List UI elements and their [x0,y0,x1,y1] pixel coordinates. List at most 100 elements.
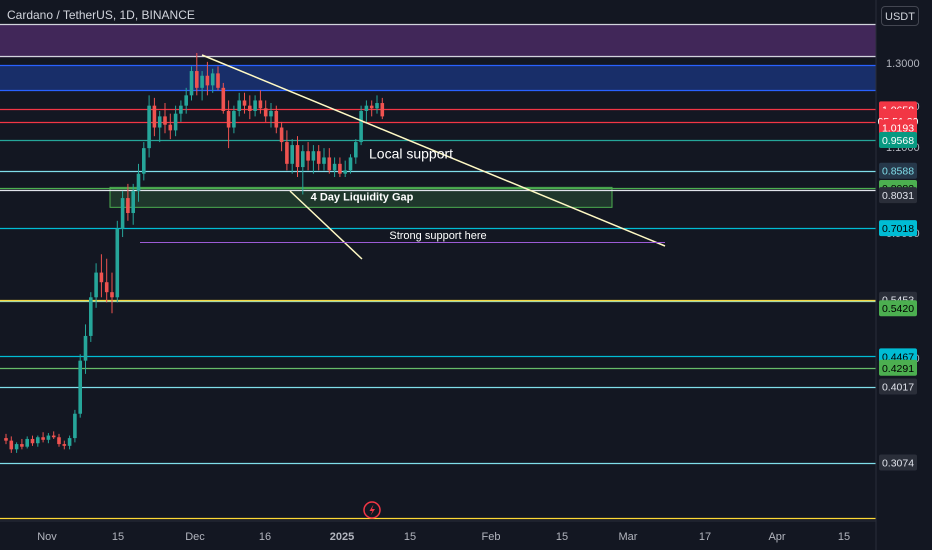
candle-body [327,157,332,171]
candle-body [115,228,120,298]
candle-body [152,105,157,128]
price-label-text: 1.0193 [882,123,914,135]
candle-body [301,151,305,168]
candle-body [248,105,252,111]
candle-body [136,173,141,191]
candle-body [263,108,268,117]
liquidity-gap-rect [109,186,613,208]
candle-body [163,116,167,125]
candle-body [147,105,151,149]
candle-body [168,124,173,131]
trendline-1[interactable] [289,190,363,260]
candle-body [179,105,183,114]
candle-body [348,157,353,171]
annotation-label: 4 Day Liquidity Gap [311,192,414,204]
price-zone-0 [0,23,876,58]
candle-body [14,444,19,450]
candle-body [62,444,67,446]
candle-body [375,103,379,109]
symbol-title[interactable]: Cardano / TetherUS, 1D, BINANCE [7,8,195,22]
currency-button[interactable]: USDT [881,6,919,26]
time-tick-label: Nov [37,531,57,543]
candle-body [269,110,273,117]
candle-body [338,163,342,174]
candle-body [237,100,241,111]
price-label-box [879,132,917,149]
candle-body [195,71,199,88]
price-label-box [879,162,917,179]
candle-body [274,110,279,128]
candle-body [41,437,45,440]
candle-body [51,435,56,438]
time-tick-label: 2025 [330,531,354,543]
candle-body [126,198,130,214]
price-zone-1 [0,65,876,91]
price-label-text: 0.8588 [882,166,914,178]
candle-body [104,282,109,293]
time-tick-label: 15 [838,531,850,543]
candle-body [290,145,294,164]
candle-body [200,75,204,88]
chart-annotations: Local support 4 Day Liquidity Gap Strong s… [311,145,487,242]
price-label-text: 0.7018 [882,223,914,235]
candle-body [184,95,188,106]
trendline-0[interactable] [201,54,666,247]
price-label-box [879,119,917,136]
candle-body [67,438,72,446]
candle-body [279,127,284,143]
lightning-icon[interactable] [363,501,381,519]
price-label-box [879,378,917,395]
price-label-text: 0.9568 [882,135,914,147]
time-tick-label: 16 [259,531,271,543]
candle-body [94,272,98,298]
price-label-text: 0.5420 [882,303,914,315]
price-zones [0,23,876,91]
candle-body [73,413,77,439]
candle-body [258,100,263,109]
time-axis[interactable]: Nov 15 Dec 16 2025 15 Feb 15 Mar 17 Apr 15 [37,531,850,543]
time-tick-label: 15 [112,531,124,543]
time-tick-label: Feb [482,531,501,543]
candle-body [306,151,310,161]
candle-body [226,110,231,128]
price-label-box [879,300,917,317]
candle-body [364,105,369,111]
time-tick-label: Dec [185,531,205,543]
candle-body [354,142,358,158]
price-label-text: 0.4291 [882,363,914,375]
price-tick-label: 1.3000 [886,58,920,70]
candle-body [210,73,215,86]
candle-body [57,437,61,445]
annotation-label: Local support [369,145,453,161]
candle-body [285,142,289,164]
candle-body [232,110,236,128]
candle-body [242,100,247,106]
candle-body [295,145,300,168]
candle-body [359,110,363,143]
price-axis-labels: 1.06581.037605:51:291.01930.95680.85880.… [878,101,919,471]
price-label-box [879,187,917,204]
candle-body [332,163,337,171]
price-label-box [879,454,917,471]
candle-body [110,292,114,298]
price-label-box [879,220,917,237]
candle-body [20,444,24,447]
candle-body [157,116,162,128]
candle-body [322,157,326,164]
candle-body [30,438,35,444]
price-label-text: 0.3074 [882,458,914,470]
candle-body [343,170,347,174]
candle-body [380,103,385,117]
candle-body [189,71,194,96]
candle-body [369,105,374,109]
candle-body [131,190,135,214]
horizontal-levels [0,23,876,520]
trendlines[interactable] [140,54,666,260]
time-tick-label: Apr [768,531,785,543]
candle-body [78,360,82,414]
candle-body [316,151,321,164]
candle-body [83,335,88,361]
candle-body [4,438,8,441]
